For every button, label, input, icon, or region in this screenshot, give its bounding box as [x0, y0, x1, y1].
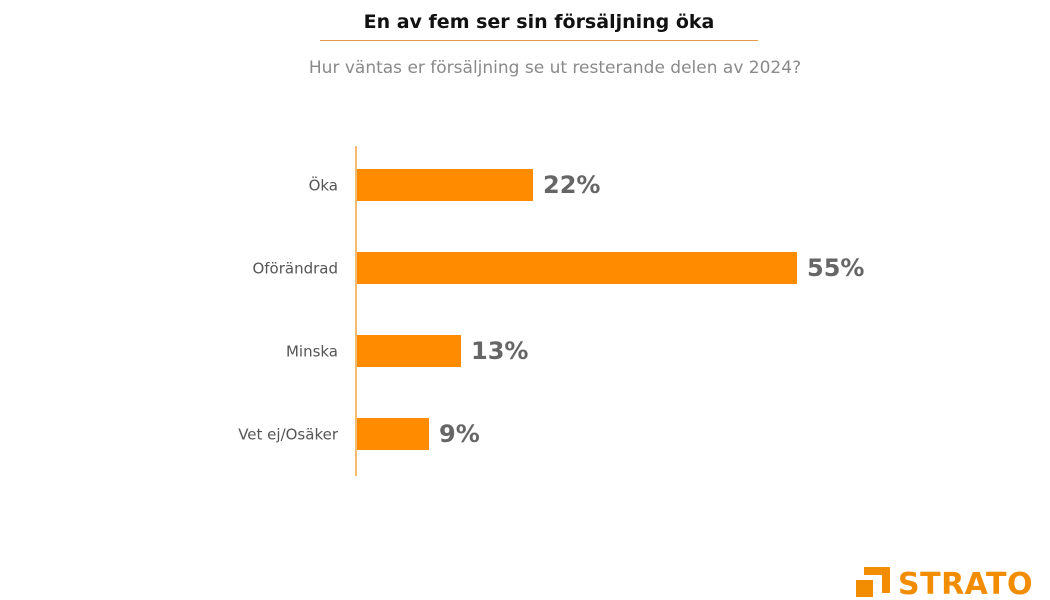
category-label-4: Vet ej/Osäker	[238, 426, 339, 444]
bar-1	[357, 169, 533, 201]
category-label-2: Oförändrad	[252, 260, 338, 278]
value-labels-group: 22% 55% 13% 9%	[439, 171, 864, 448]
value-label-1: 22%	[543, 171, 600, 199]
strato-logo: STRATO	[856, 565, 1033, 600]
bars-group	[357, 169, 797, 450]
strato-logo-text: STRATO	[898, 566, 1034, 600]
title-underline	[320, 40, 758, 41]
bar-3	[357, 335, 461, 367]
value-label-4: 9%	[439, 420, 480, 448]
bar-4	[357, 418, 429, 450]
category-label-3: Minska	[286, 343, 338, 361]
chart-subtitle: Hur väntas er försäljning se ut resteran…	[308, 58, 802, 78]
value-label-3: 13%	[471, 337, 528, 365]
chart-title: En av fem ser sin försäljning öka	[363, 11, 715, 33]
strato-logo-mark-icon	[856, 567, 890, 600]
category-labels-group: Öka Oförändrad Minska Vet ej/Osäker	[238, 176, 339, 444]
category-label-1: Öka	[309, 176, 338, 195]
bar-2	[357, 252, 797, 284]
value-label-2: 55%	[807, 254, 864, 282]
